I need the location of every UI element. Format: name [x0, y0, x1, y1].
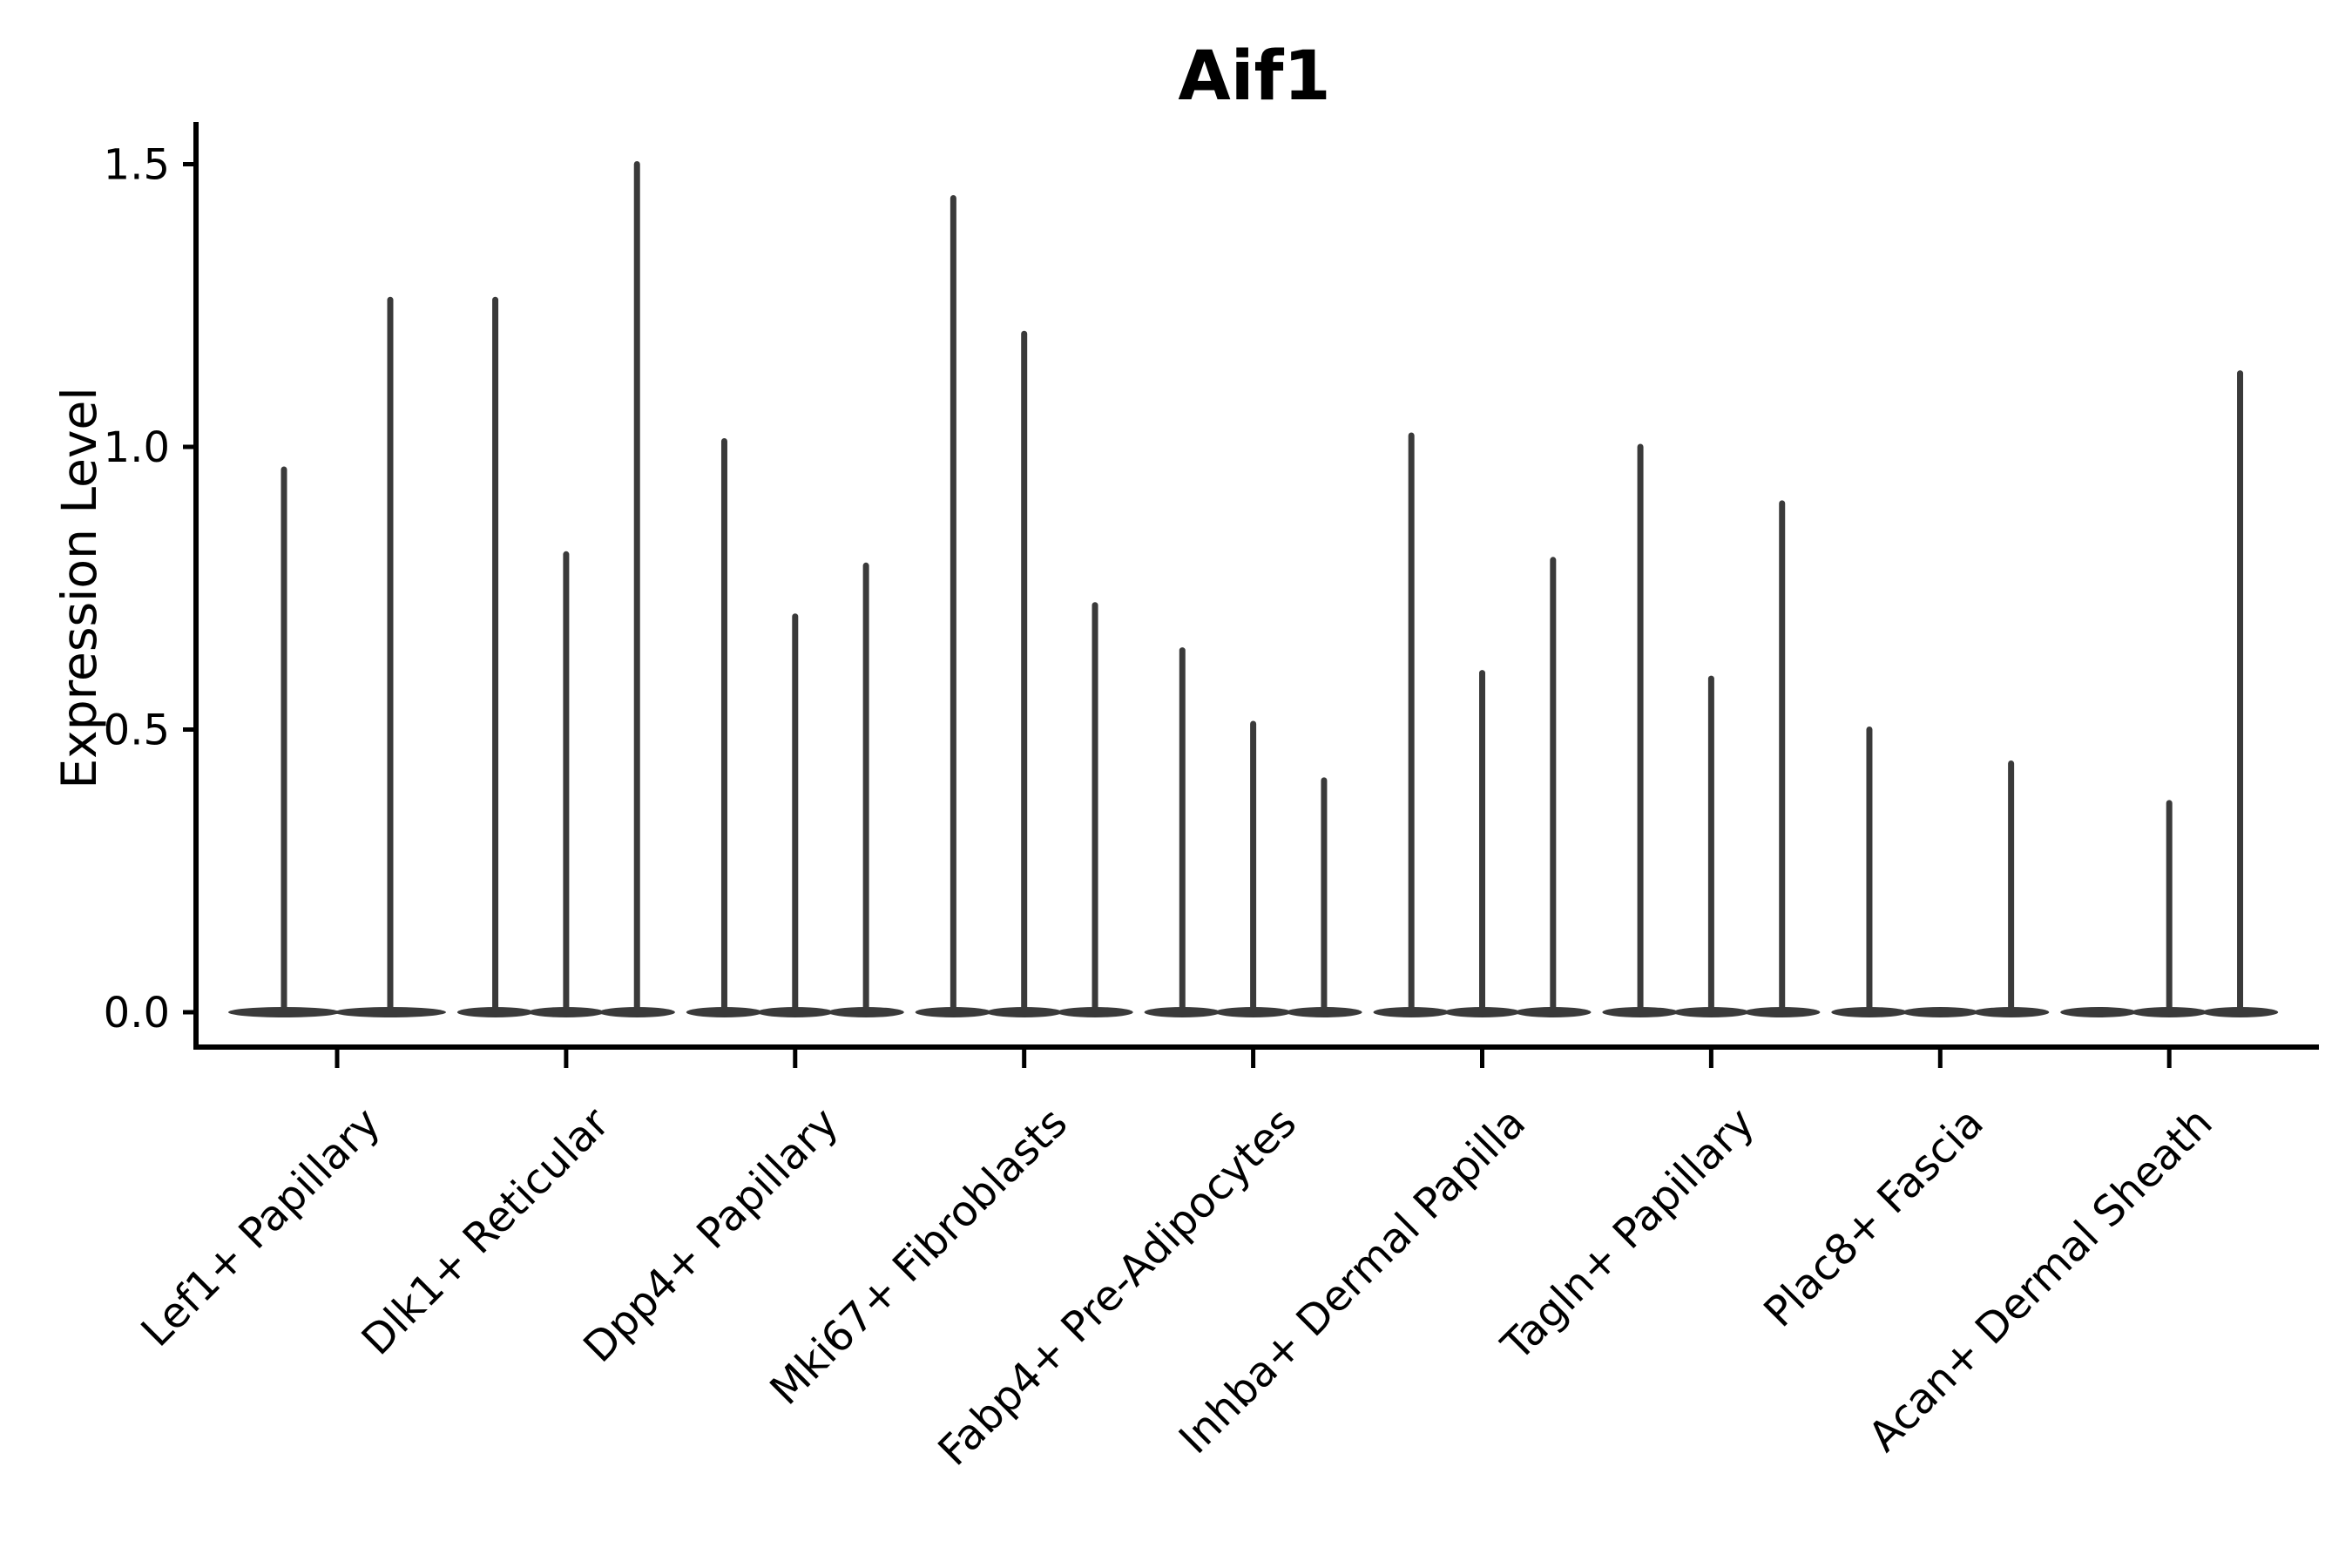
violins-group	[228, 161, 2279, 1017]
x-tick-label: Lef1+ Papillary	[132, 1098, 390, 1356]
violin-base	[1902, 1007, 1978, 1017]
y-tick-label: 0.5	[104, 706, 170, 755]
y-axis-label: Expression Level	[51, 387, 107, 788]
y-tick-label: 1.5	[104, 141, 170, 190]
y-axis: 0.0 0.5 1.0 1.5	[104, 122, 199, 1050]
violin-base	[2060, 1007, 2137, 1017]
y-tick-label: 0.0	[104, 989, 170, 1037]
x-tick-label: Plac8+ Fascia	[1754, 1098, 1993, 1337]
y-tick-label: 1.0	[104, 423, 170, 472]
plot-title: Aif1	[1178, 37, 1330, 116]
x-tick-label: Dlk1+ Reticular	[353, 1098, 619, 1365]
x-tick-label: Dpp4+ Papillary	[574, 1098, 848, 1372]
x-tick-label: Tagln+ Papillary	[1492, 1098, 1764, 1370]
